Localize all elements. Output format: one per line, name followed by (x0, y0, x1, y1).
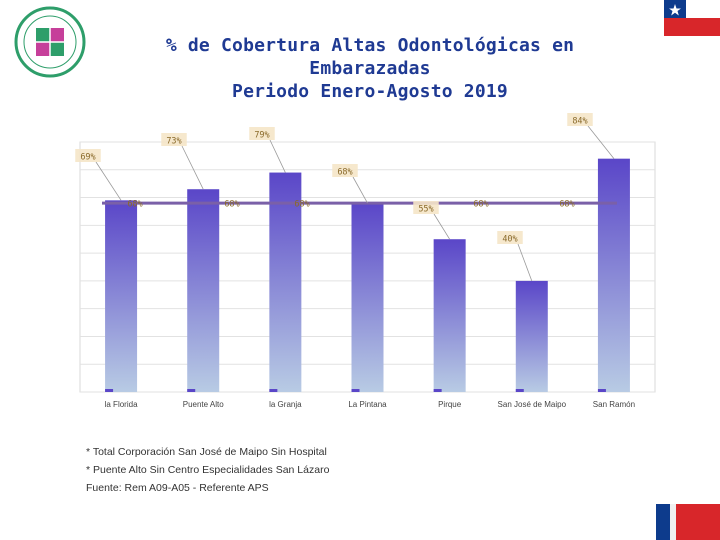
bar-value-label-box (332, 164, 358, 177)
x-tick-label: La Pintana (348, 400, 387, 409)
chart-title: % de Cobertura Altas Odontológicas en Em… (120, 34, 620, 103)
leader-line (587, 125, 615, 159)
bar-base-mark (351, 389, 360, 392)
leader-line (352, 176, 368, 204)
bar-value-label: 55% (418, 205, 433, 215)
bar-value-label-box (567, 113, 593, 126)
chart-title-line-3: Periodo Enero-Agosto 2019 (232, 81, 508, 102)
line-value-label: 68% (559, 200, 574, 210)
leader-line (95, 161, 122, 201)
x-tick-label: San Ramón (593, 400, 635, 409)
x-tick-label: San José de Maipo (498, 400, 567, 409)
bar-value-label: 79% (254, 131, 269, 141)
chart-title-line-2: Embarazadas (309, 58, 431, 79)
leader-line (269, 139, 286, 173)
chile-flag-bottom (656, 504, 720, 540)
line-value-label: 68% (224, 200, 239, 210)
footnote-3: Fuente: Rem A09-A05 - Referente APS (86, 482, 269, 494)
bar-puente-alto (187, 189, 220, 392)
bar-base-mark (105, 389, 114, 392)
line-value-label: 68% (473, 200, 488, 210)
x-tick-label: Pirque (438, 400, 462, 409)
leader-line (181, 145, 204, 190)
bar-value-label-box (249, 127, 275, 140)
bar-value-label-box (75, 149, 101, 162)
chart-title-line-1: % de Cobertura Altas Odontológicas en (165, 35, 575, 56)
chart-bars (105, 158, 630, 392)
bar-value-label: 68% (337, 168, 352, 178)
chart-category-labels: la Florida Puente Alto la Granja La Pintana… (105, 400, 635, 409)
bar-san-ramón (597, 158, 630, 392)
x-tick-label: la Granja (269, 400, 302, 409)
leader-line (517, 243, 533, 282)
bar-value-label: 69% (80, 153, 95, 163)
corporation-logo (14, 6, 86, 78)
x-tick-label: Puente Alto (183, 400, 224, 409)
bar-value-label-box (161, 133, 187, 146)
bar-la-pintana (351, 203, 384, 392)
bar-base-mark (187, 389, 196, 392)
bar-value-label: 40% (502, 235, 517, 245)
bar-base-mark (433, 389, 442, 392)
leader-line (433, 213, 450, 240)
bar-la-florida (105, 200, 138, 392)
chile-flag-top (664, 0, 720, 36)
bar-base-mark (515, 389, 524, 392)
bar-la-granja (269, 172, 302, 392)
footnote-1: * Total Corporación San José de Maipo Si… (86, 446, 327, 458)
footnote-2: * Puente Alto Sin Centro Especialidades … (86, 464, 330, 476)
chart-data-labels: 69% 73% 79% 68% 55% 40% 84% 68% 68% 68% 68% 68% (75, 113, 615, 282)
bar-value-label-box (497, 231, 523, 244)
footnotes: * Total Corporación San José de Maipo Si… (86, 443, 329, 497)
line-value-label: 68% (127, 200, 142, 210)
bar-san-josé-de-maipo (515, 280, 548, 392)
x-tick-label: la Florida (105, 400, 138, 409)
bar-value-label-box (413, 201, 439, 214)
bar-value-label: 84% (572, 117, 587, 127)
bar-base-mark (597, 389, 606, 392)
line-value-label: 68% (294, 200, 309, 210)
bar-value-label: 73% (166, 137, 181, 147)
bar-pirque (433, 239, 466, 392)
bar-base-mark (269, 389, 278, 392)
